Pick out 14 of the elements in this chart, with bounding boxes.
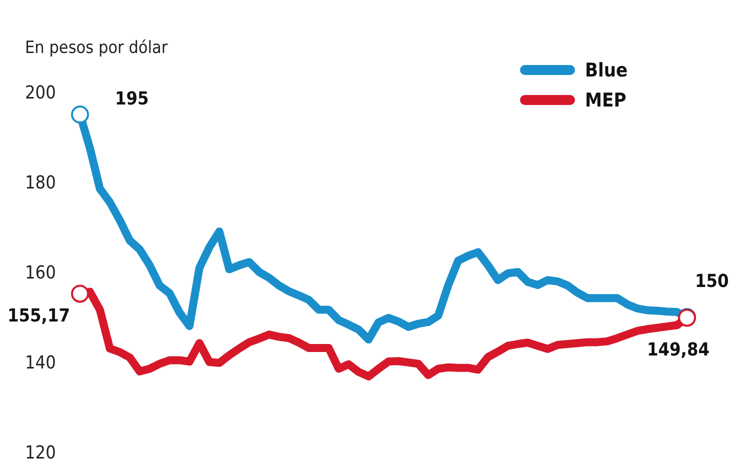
y-tick-label: 140 bbox=[25, 352, 56, 374]
legend-label: Blue bbox=[585, 60, 628, 82]
y-tick-label: 120 bbox=[25, 442, 56, 460]
y-tick-label: 180 bbox=[25, 172, 56, 194]
legend-label: MEP bbox=[585, 90, 626, 112]
y-axis-title: En pesos por dólar bbox=[25, 38, 168, 58]
data-label: 150 bbox=[695, 271, 729, 292]
data-label: 149,84 bbox=[647, 340, 710, 361]
data-label: 155,17 bbox=[8, 306, 70, 327]
point bbox=[71, 106, 89, 124]
y-tick-label: 200 bbox=[25, 82, 56, 104]
data-label: 195 bbox=[115, 88, 149, 110]
y-tick-label: 160 bbox=[25, 262, 56, 284]
point bbox=[71, 284, 89, 303]
